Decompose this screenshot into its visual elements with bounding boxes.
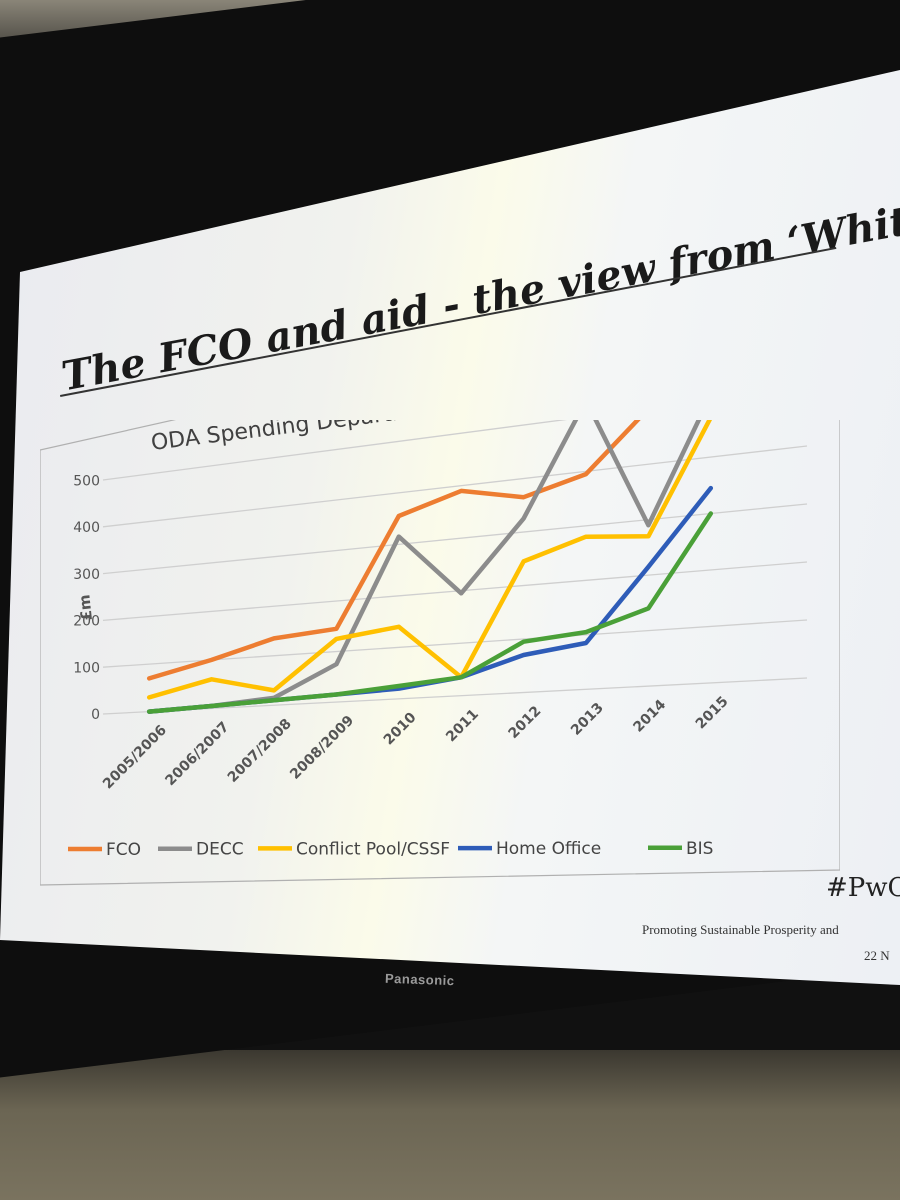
series-line: [146, 370, 714, 681]
event-hashtag: #PwCI: [826, 873, 900, 903]
chart-frame: [39, 269, 841, 886]
y-tick-label: 200: [73, 614, 100, 630]
tv-brand-logo: Panasonic: [384, 970, 455, 989]
wall-bottom: [0, 1050, 900, 1200]
x-tick-label: 2012: [506, 703, 545, 742]
series-line: [146, 511, 714, 714]
y-axis-label: £m: [75, 594, 96, 622]
x-tick-label: 2011: [443, 706, 482, 745]
x-tick-label: 2005/2006: [100, 722, 170, 792]
y-tick-label: 400: [73, 520, 100, 536]
x-tick-label: 2013: [568, 700, 607, 739]
footer-date: 22 N: [864, 948, 890, 963]
gridline: [102, 619, 808, 668]
footer-event-name: Promoting Sustainable Prosperity and: [642, 922, 839, 937]
chart-container: 0 100 200 300 400 500 2005/2006 2006/2007 2007/2…: [39, 269, 841, 890]
y-tick-label: 0: [91, 707, 100, 723]
gridline: [102, 561, 808, 622]
legend-label: FCO: [106, 840, 141, 860]
x-tick-label: 2014: [630, 697, 669, 736]
legend-label: DECC: [196, 840, 244, 860]
series-line: [146, 415, 714, 700]
x-tick-label: 2007/2008: [225, 716, 295, 786]
legend-label: BIS: [686, 839, 713, 859]
y-tick-label: 500: [73, 473, 100, 489]
x-tick-label: 2015: [693, 694, 732, 733]
y-tick-label: 300: [73, 567, 100, 583]
gridline: [102, 677, 808, 715]
y-tick-label: 100: [73, 660, 100, 676]
line-chart: 0 100 200 300 400 500 2005/20062006/20072007/2…: [39, 269, 841, 886]
x-tick-label: 2006/2007: [162, 719, 232, 789]
legend-label: Conflict Pool/CSSF: [296, 839, 450, 859]
legend-label: Home Office: [496, 839, 601, 859]
x-tick-label: 2008/2009: [287, 713, 357, 783]
series-line: [146, 392, 714, 714]
x-tick-label: 2010: [381, 709, 420, 748]
